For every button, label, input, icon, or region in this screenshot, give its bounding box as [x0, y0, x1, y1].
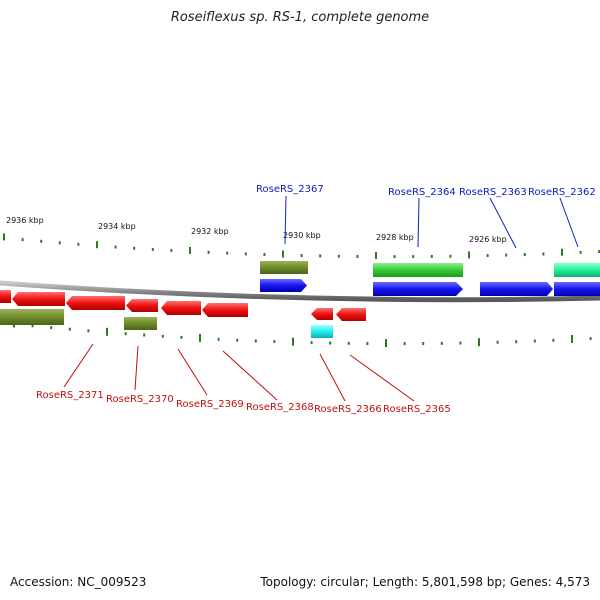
- accession-text: Accession: NC_009523: [10, 575, 147, 589]
- gene-arrow-red[interactable]: [311, 308, 333, 320]
- leader-line: [349, 354, 415, 402]
- scale-label: 2936 kbp: [6, 216, 44, 225]
- gene-label[interactable]: RoseRS_2362: [528, 187, 596, 198]
- gene-label[interactable]: RoseRS_2367: [256, 184, 324, 195]
- scale-label: 2934 kbp: [98, 222, 136, 231]
- leader-line: [284, 195, 287, 245]
- leader-line: [319, 353, 346, 402]
- leader-line: [559, 197, 579, 248]
- gene-arrow-red[interactable]: [161, 301, 201, 315]
- scale-label: 2926 kbp: [469, 235, 507, 244]
- label-leader-lines: [63, 195, 579, 402]
- gene-labels-reverse: RoseRS_2371 RoseRS_2370 RoseRS_2369 Rose…: [36, 390, 451, 415]
- gene-arrow-green[interactable]: [373, 263, 463, 277]
- gene-arrow-red[interactable]: [66, 296, 125, 310]
- leader-line: [417, 197, 420, 248]
- outer-tick-marks: [3, 233, 600, 260]
- gene-label[interactable]: RoseRS_2366: [314, 404, 382, 415]
- gene-label[interactable]: RoseRS_2364: [388, 187, 456, 198]
- gene-arrow-olive[interactable]: [124, 317, 157, 330]
- scale-label: 2930 kbp: [283, 231, 321, 240]
- gene-arrow-teal[interactable]: [554, 263, 600, 277]
- gene-arrow-red[interactable]: [126, 299, 158, 312]
- scale-label: 2932 kbp: [191, 227, 229, 236]
- gene-arrow-olive[interactable]: [260, 261, 308, 274]
- map-title: Roseiflexus sp. RS-1, complete genome: [170, 10, 430, 25]
- leader-line: [63, 343, 94, 388]
- scale-labels: 2936 kbp 2934 kbp 2932 kbp 2930 kbp 2928…: [6, 216, 507, 244]
- genome-summary-text: Topology: circular; Length: 5,801,598 bp…: [260, 575, 590, 589]
- gene-label[interactable]: RoseRS_2363: [459, 187, 527, 198]
- gene-label[interactable]: RoseRS_2368: [246, 402, 314, 413]
- gene-arrow-red[interactable]: [0, 290, 11, 303]
- gene-arrow-olive[interactable]: [0, 309, 64, 325]
- leader-line: [222, 350, 278, 401]
- gene-label[interactable]: RoseRS_2369: [176, 399, 244, 410]
- gene-label[interactable]: RoseRS_2371: [36, 390, 104, 401]
- leader-line: [489, 197, 517, 249]
- inner-tick-marks: [13, 319, 592, 348]
- gene-label[interactable]: RoseRS_2370: [106, 394, 174, 405]
- gene-arrow-cyan[interactable]: [311, 325, 333, 338]
- gene-arrow-blue[interactable]: [260, 279, 307, 292]
- gene-arrow-red[interactable]: [336, 308, 366, 321]
- gene-arrow-red[interactable]: [202, 303, 248, 317]
- gene-arrow-red[interactable]: [12, 292, 65, 306]
- gene-labels-forward: RoseRS_2367 RoseRS_2364 RoseRS_2363 Rose…: [256, 184, 596, 198]
- leader-line: [134, 345, 139, 391]
- genome-backbone: [0, 280, 600, 303]
- forward-genes: [260, 261, 600, 296]
- gene-arrow-blue[interactable]: [480, 282, 553, 296]
- reverse-genes: [0, 290, 366, 338]
- scale-label: 2928 kbp: [376, 233, 414, 242]
- gene-arrow-blue[interactable]: [554, 282, 600, 296]
- gene-label[interactable]: RoseRS_2365: [383, 404, 451, 415]
- gene-arrow-blue[interactable]: [373, 282, 463, 296]
- leader-line: [177, 348, 208, 396]
